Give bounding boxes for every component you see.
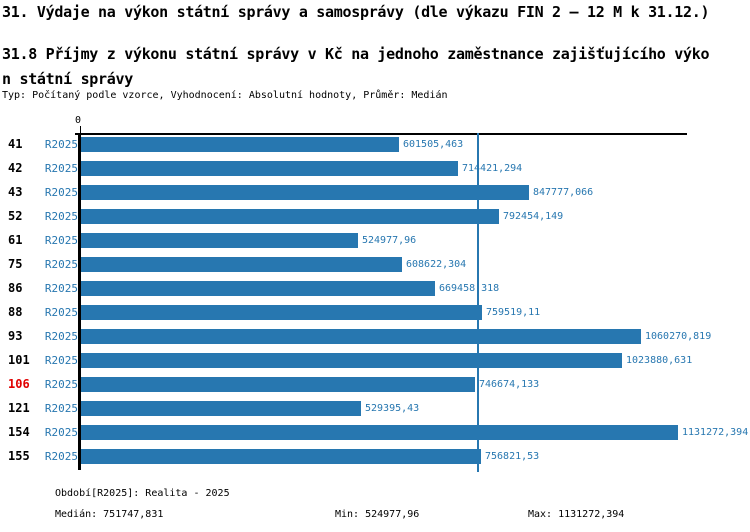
series-label: R2025: [44, 210, 78, 223]
chart-subtitle-line-1: 31.8 Příjmy z výkonu státní správy v Kč …: [2, 45, 710, 63]
median-reference-line: [477, 133, 479, 472]
series-label: R2025: [44, 402, 78, 415]
series-label: R2025: [44, 282, 78, 295]
category-label: 101: [8, 353, 30, 367]
value-label: 756821,53: [485, 451, 540, 462]
bar: [81, 377, 475, 392]
bar-row: 154 R2025 1131272,394: [0, 425, 750, 440]
bar-row: 121 R2025 529395,43: [0, 401, 750, 416]
x-axis-zero-tick: [80, 126, 81, 133]
x-axis-zero-label: 0: [75, 115, 82, 126]
bar-row: 101 R2025 1023880,631: [0, 353, 750, 368]
bar-row: 61 R2025 524977,96: [0, 233, 750, 248]
value-label: 1023880,631: [626, 355, 693, 366]
value-label: 608622,304: [406, 259, 467, 270]
chart-subtitle: 31.8 Příjmy z výkonu státní správy v Kč …: [2, 42, 710, 92]
median-stat: Medián: 751747,831: [55, 509, 164, 520]
category-label: 121: [8, 401, 30, 415]
bar-row: 88 R2025 759519,11: [0, 305, 750, 320]
bar: [81, 425, 678, 440]
value-label: 524977,96: [362, 235, 417, 246]
x-axis-line: [75, 133, 687, 135]
bar: [81, 401, 361, 416]
y-axis-line: [78, 133, 81, 470]
bar: [81, 257, 402, 272]
series-label: R2025: [44, 138, 78, 151]
bar: [81, 233, 358, 248]
value-label: 746674,133: [479, 379, 540, 390]
category-label: 93: [8, 329, 23, 343]
series-label: R2025: [44, 306, 78, 319]
value-label: 847777,066: [533, 187, 594, 198]
bar-row: 155 R2025 756821,53: [0, 449, 750, 464]
series-label: R2025: [44, 186, 78, 199]
bar: [81, 329, 641, 344]
bar: [81, 137, 399, 152]
value-label: 792454,149: [503, 211, 564, 222]
category-label: 61: [8, 233, 23, 247]
category-label: 154: [8, 425, 30, 439]
value-label: 714421,294: [462, 163, 523, 174]
bar-row: 43 R2025 847777,066: [0, 185, 750, 200]
series-label: R2025: [44, 258, 78, 271]
category-label: 88: [8, 305, 23, 319]
value-label: 759519,11: [486, 307, 541, 318]
min-stat: Min: 524977,96: [335, 509, 420, 520]
category-label: 86: [8, 281, 23, 295]
max-stat: Max: 1131272,394: [528, 509, 625, 520]
series-label: R2025: [44, 234, 78, 247]
category-label: 75: [8, 257, 23, 271]
bar-row: 52 R2025 792454,149: [0, 209, 750, 224]
bar-row: 86 R2025 669458,318: [0, 281, 750, 296]
value-label: 1060270,819: [645, 331, 712, 342]
chart-subtitle-line-2: n státní správy: [2, 70, 133, 88]
value-label: 529395,43: [365, 403, 420, 414]
bar: [81, 305, 482, 320]
period-label: Období[R2025]: Realita - 2025: [55, 488, 230, 499]
bar: [81, 161, 458, 176]
category-label: 106: [8, 377, 30, 391]
bar-row: 41 R2025 601505,463: [0, 137, 750, 152]
category-label: 43: [8, 185, 23, 199]
bar-row: 93 R2025 1060270,819: [0, 329, 750, 344]
series-label: R2025: [44, 354, 78, 367]
value-label: 669458,318: [439, 283, 500, 294]
value-label: 1131272,394: [682, 427, 749, 438]
series-label: R2025: [44, 162, 78, 175]
series-label: R2025: [44, 450, 78, 463]
chart-meta-info: Typ: Počítaný podle vzorce, Vyhodnocení:…: [2, 90, 448, 101]
chart-title: 31. Výdaje na výkon státní správy a samo…: [2, 3, 710, 21]
category-label: 42: [8, 161, 23, 175]
series-label: R2025: [44, 378, 78, 391]
bar: [81, 449, 481, 464]
bar: [81, 353, 622, 368]
bar-row: 42 R2025 714421,294: [0, 161, 750, 176]
category-label: 41: [8, 137, 23, 151]
bar: [81, 209, 499, 224]
category-label: 155: [8, 449, 30, 463]
bar-row: 75 R2025 608622,304: [0, 257, 750, 272]
series-label: R2025: [44, 426, 78, 439]
bar: [81, 281, 435, 296]
category-label: 52: [8, 209, 23, 223]
bar: [81, 185, 529, 200]
series-label: R2025: [44, 330, 78, 343]
value-label: 601505,463: [403, 139, 464, 150]
bar-row: 106 R2025 746674,133: [0, 377, 750, 392]
